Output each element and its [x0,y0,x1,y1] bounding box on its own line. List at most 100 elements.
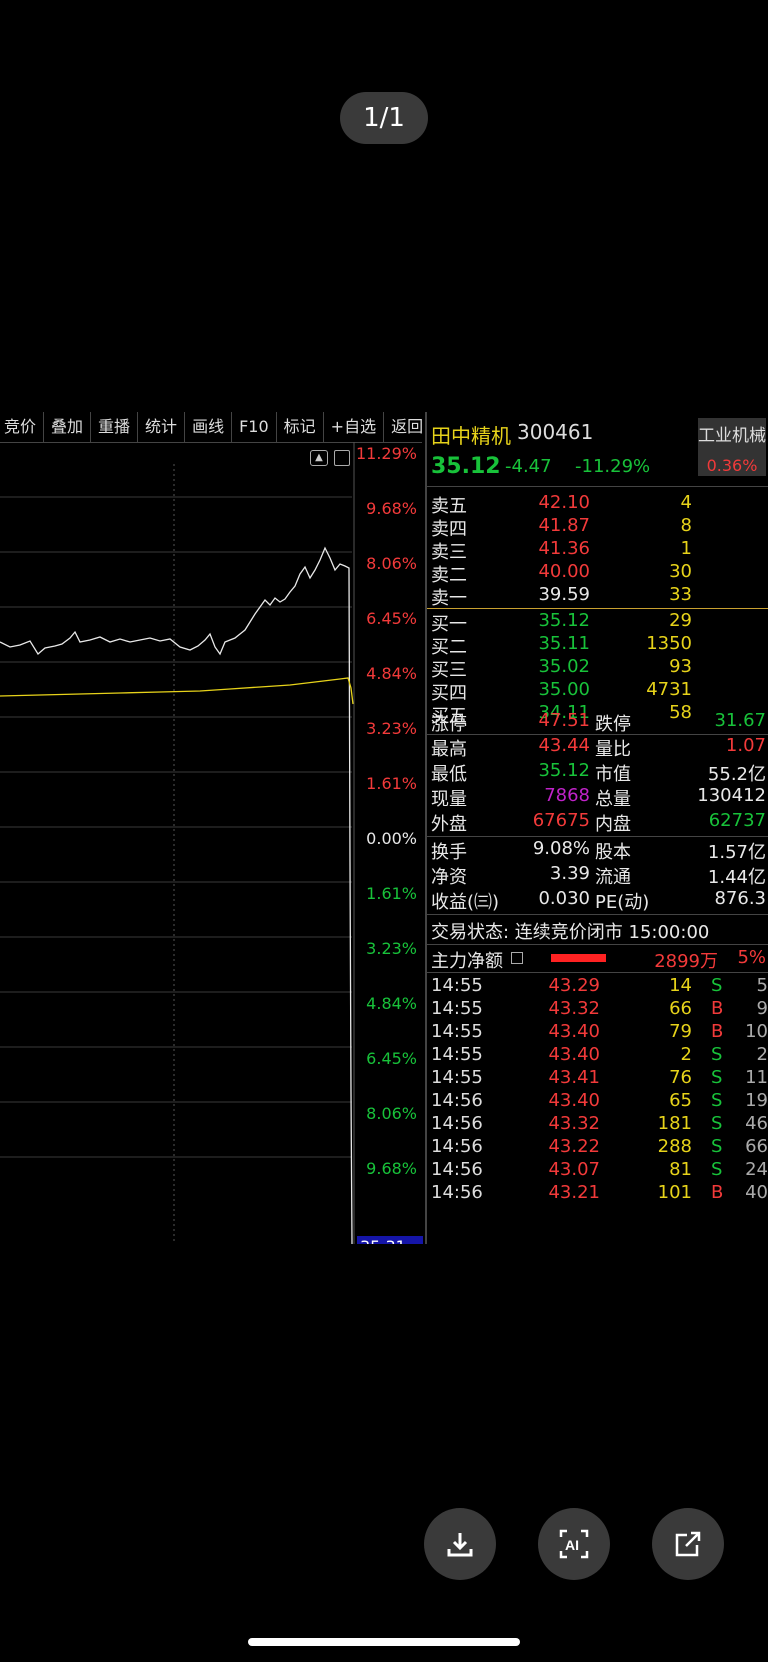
ask-volume: 30 [669,561,692,582]
outer-vol: 67675 [532,810,590,831]
ask-label: 卖五 [431,496,467,517]
bid-volume: 29 [669,610,692,631]
chart-expand-icon[interactable]: ▲ [310,450,328,466]
axis-label: 4.84% [366,664,417,683]
list-icon[interactable] [511,952,523,964]
intraday-chart[interactable]: ▲ 11.29% 9.68% 8.06% 6.45% 4.84% 3.23% 1.61% 0.… [0,442,425,1244]
tick-count: 10 [745,1021,768,1042]
tick-volume: 14 [669,975,692,996]
bid-row[interactable]: 买五 34.11 58 [427,702,768,727]
stat-label: 量比 [595,739,631,760]
tick-side: S [711,1159,723,1180]
ask-row[interactable]: 卖二 40.00 30 [427,561,768,586]
tick-count: 46 [745,1113,768,1134]
toolbar-overlay[interactable]: 叠加 [44,412,92,442]
axis-label: 3.23% [366,939,417,958]
chart-panel-toggle-icon[interactable] [334,450,350,466]
tick-count: 11 [745,1067,768,1088]
tick-side: B [711,1021,724,1042]
tick-count: 24 [745,1159,768,1180]
limit-up: 47.51 [538,710,590,731]
stat-label: 收益(㈢) [431,892,500,913]
stat-label: 最高 [431,739,467,760]
tick-side: S [711,1090,723,1111]
tick-price: 43.21 [548,1182,600,1203]
toolbar-draw-line[interactable]: 画线 [185,412,233,442]
toolbar-add-watchlist[interactable]: +自选 [324,412,385,442]
spread-divider [427,608,768,609]
bid-price: 35.02 [538,656,590,677]
share-button[interactable] [652,1508,724,1580]
toolbar-f10[interactable]: F10 [232,412,277,442]
main-flow-pct: 5% [737,947,766,968]
toolbar-replay[interactable]: 重播 [91,412,139,442]
stat-label: 换手 [431,842,467,863]
axis-label: 8.06% [366,554,417,573]
axis-label: 0.00% [366,829,417,848]
inner-vol: 62737 [708,810,766,831]
toolbar-auction[interactable]: 竞价 [0,412,45,442]
bid-row[interactable]: 买三 35.02 93 [427,656,768,681]
tick-side: S [711,975,723,996]
home-indicator[interactable] [248,1638,520,1646]
tick-side: B [711,1182,724,1203]
tick-volume: 76 [669,1067,692,1088]
tick-side: B [711,998,724,1019]
axis-label: 4.84% [366,994,417,1013]
tick-time: 14:55 [431,998,483,1019]
tick-count: 40 [745,1182,768,1203]
tick-volume: 288 [657,1136,692,1157]
tick-volume: 2 [680,1044,692,1065]
ask-label: 卖四 [431,519,467,540]
bid-price: 35.00 [538,679,590,700]
tick-volume: 81 [669,1159,692,1180]
ask-price: 39.59 [538,584,590,605]
toolbar-back[interactable]: 返回 [391,417,424,436]
bid-label: 买三 [431,660,467,681]
tick-volume: 79 [669,1021,692,1042]
tick-row: 14:56 43.21 101 B 40 [427,1182,768,1205]
divider [427,734,768,735]
trade-status: 交易状态: 连续竞价闭市 15:00:00 [431,922,710,943]
axis-label: 1.61% [366,884,417,903]
axis-label: 3.23% [366,719,417,738]
bid-volume: 1350 [646,633,692,654]
tick-price: 43.40 [548,1044,600,1065]
tick-side: S [711,1113,723,1134]
divider [427,914,768,915]
industry-change: 0.36% [706,456,758,475]
ask-label: 卖一 [431,588,467,609]
stat-label: 跌停 [595,714,631,735]
main-flow-bar-fill [551,954,606,962]
ask-volume: 33 [669,584,692,605]
current-price: 35.12 [431,454,501,479]
tick-row: 14:56 43.40 65 S 19 [427,1090,768,1113]
stock-code: 300461 [517,420,594,444]
tick-volume: 101 [657,1182,692,1203]
stat-label: 总量 [595,789,631,810]
tick-count: 2 [756,1044,768,1065]
tick-price: 43.32 [548,998,600,1019]
stock-name: 田中精机 [431,424,511,448]
mkt-cap: 55.2亿 [707,764,766,785]
ask-volume: 1 [680,538,692,559]
bid-row[interactable]: 买四 35.00 4731 [427,679,768,704]
toolbar-stats[interactable]: 统计 [138,412,186,442]
download-button[interactable] [424,1508,496,1580]
industry-box[interactable]: 工业机械 0.36% [698,418,766,476]
bid-row[interactable]: 买二 35.11 1350 [427,633,768,658]
toolbar-mark[interactable]: 标记 [277,412,324,442]
ask-row[interactable]: 卖一 39.59 33 [427,584,768,609]
price-line [0,546,353,1244]
stat-label: 涨停 [431,714,467,735]
ask-label: 卖三 [431,542,467,563]
bid-row[interactable]: 买一 35.12 29 [427,610,768,635]
ai-text-button[interactable]: AI [538,1508,610,1580]
ask-row[interactable]: 卖五 42.10 4 [427,492,768,517]
ask-row[interactable]: 卖四 41.87 8 [427,515,768,540]
ask-row[interactable]: 卖三 41.36 1 [427,538,768,563]
bid-label: 买二 [431,637,467,658]
axis-label: 11.29% [355,444,417,463]
svg-text:AI: AI [565,1537,579,1553]
pe-ratio: 876.3 [714,888,766,909]
